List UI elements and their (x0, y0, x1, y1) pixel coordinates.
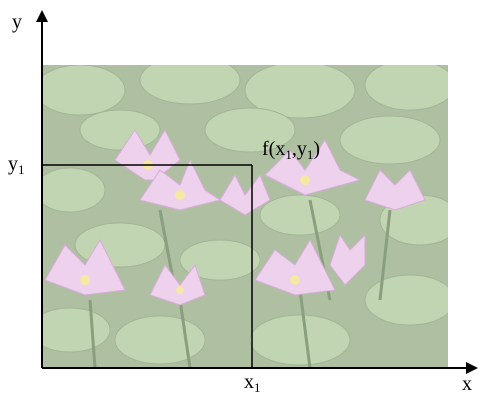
y1-base: y (8, 153, 18, 175)
point-prefix: f(x (262, 138, 285, 160)
page: {"axes": {"y": "y", "x": "x"}, "labels":… (0, 0, 482, 394)
x-axis-label: x (462, 373, 472, 394)
diagram: y x y1 x1 f(x 1 ,y 1) (0, 0, 482, 394)
photo (30, 56, 460, 368)
point-suffix: ) (313, 138, 320, 160)
x1-base: x (244, 371, 254, 393)
x1-sub: 1 (254, 380, 261, 394)
y-axis-label: y (12, 11, 22, 33)
point-mid: ,y (292, 138, 307, 160)
y1-sub: 1 (18, 162, 25, 177)
x1-label: x1 (244, 371, 261, 394)
y1-label: y1 (8, 153, 25, 177)
